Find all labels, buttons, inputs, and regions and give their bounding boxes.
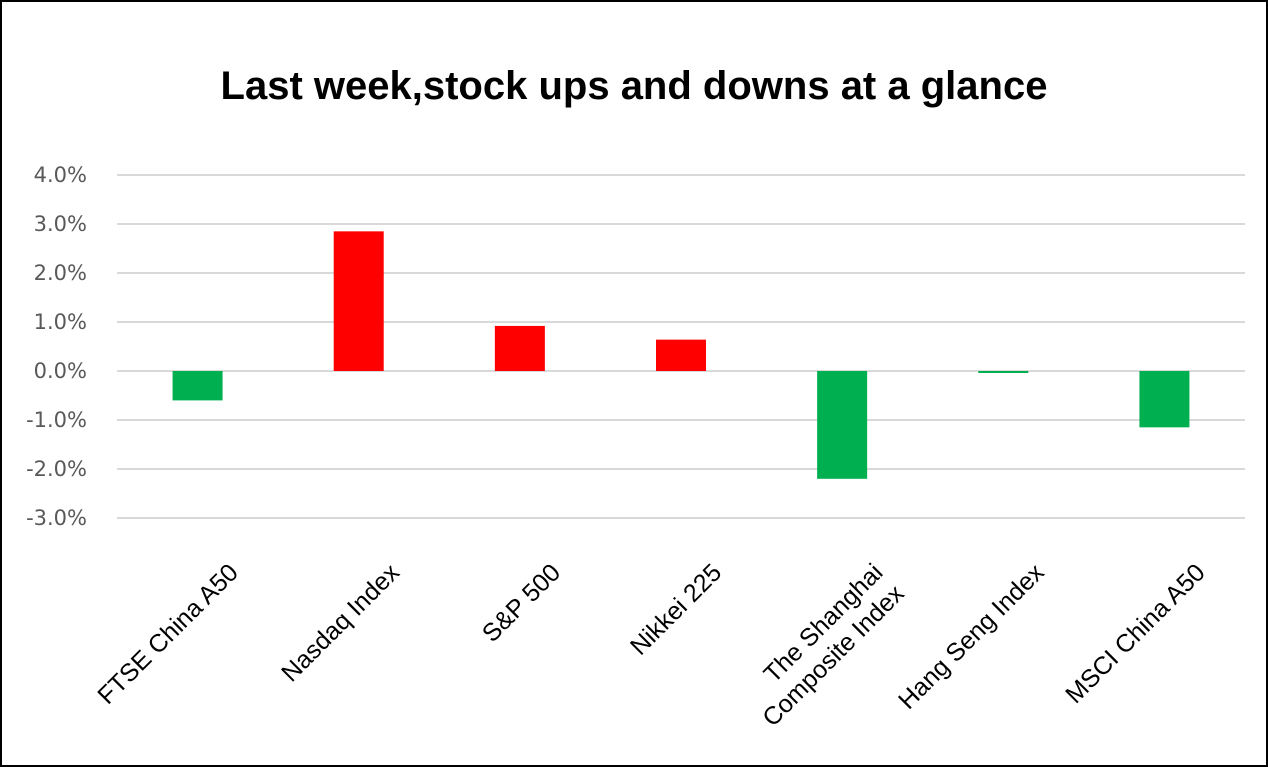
y-tick-label: -3.0% <box>26 506 87 530</box>
x-tick-label-line: MSCI China A50 <box>1060 558 1210 708</box>
x-tick-label: Nasdaq Index <box>276 558 405 687</box>
x-tick-label-line: Nikkei 225 <box>625 558 727 660</box>
x-tick-label: FTSE China A50 <box>92 558 243 709</box>
y-tick-label: 4.0% <box>34 163 87 187</box>
x-tick-label-line: Nasdaq Index <box>276 558 405 687</box>
bar <box>978 371 1029 373</box>
x-tick-label: The ShanghaiComposite Index <box>736 558 910 732</box>
x-tick-label: Nikkei 225 <box>625 558 727 660</box>
y-tick-label: 0.0% <box>34 359 87 383</box>
x-tick-label: MSCI China A50 <box>1060 558 1210 708</box>
y-tick-label: 3.0% <box>34 212 87 236</box>
y-tick-label: -1.0% <box>26 408 87 432</box>
y-tick-label: 1.0% <box>34 310 87 334</box>
x-tick-label: Hang Seng Index <box>893 558 1050 715</box>
x-tick-label-line: FTSE China A50 <box>92 558 243 709</box>
bar <box>656 339 706 371</box>
y-tick-label: 2.0% <box>34 261 87 285</box>
y-tick-label: -2.0% <box>26 457 87 481</box>
bar <box>333 231 384 371</box>
bar <box>172 371 223 401</box>
x-tick-label-line: S&P 500 <box>477 558 566 647</box>
bar <box>1139 371 1190 428</box>
x-tick-label: S&P 500 <box>477 558 566 647</box>
chart-title: Last week,stock ups and downs at a glanc… <box>220 64 1048 108</box>
bar <box>817 371 868 479</box>
x-tick-label-line: Hang Seng Index <box>893 558 1050 715</box>
bar <box>494 325 545 371</box>
